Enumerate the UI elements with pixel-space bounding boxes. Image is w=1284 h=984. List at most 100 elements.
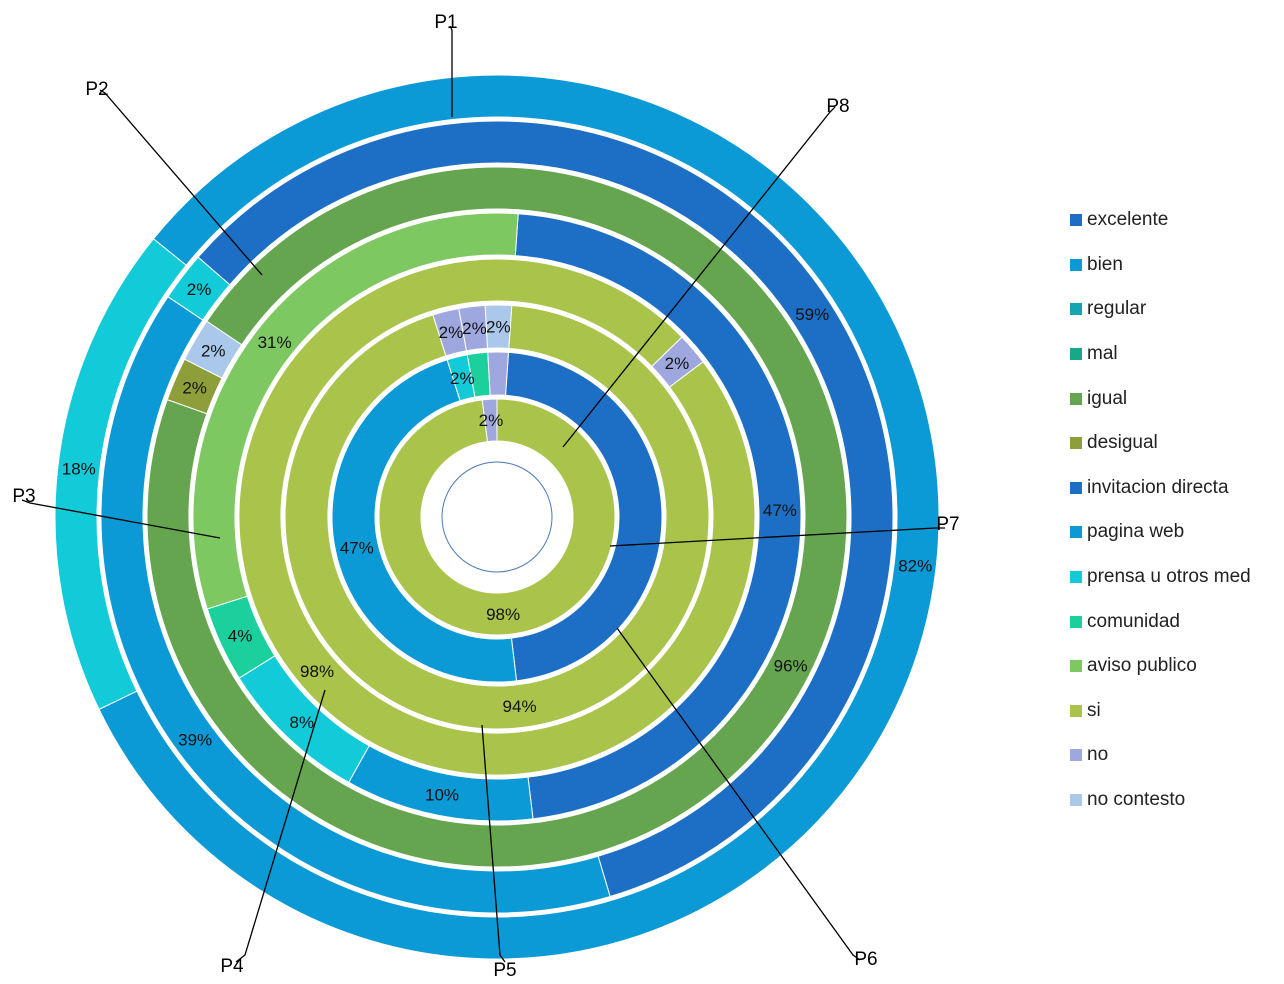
segment-label: 47% bbox=[763, 501, 797, 520]
legend-swatch bbox=[1070, 303, 1082, 316]
segment-p8-si bbox=[378, 398, 616, 636]
ring-p1 bbox=[54, 74, 940, 960]
legend-label: comunidad bbox=[1087, 610, 1180, 632]
segment-p2-prensa bbox=[167, 256, 231, 321]
callout-line-p2 bbox=[99, 89, 263, 276]
chart-legend: excelente bien regular mal igual desigual invi… bbox=[1070, 198, 1284, 822]
legend-item-prensa: prensa u otros med bbox=[1070, 555, 1284, 600]
legend-item-pagina-web: pagina web bbox=[1070, 510, 1284, 555]
segment-label: 4% bbox=[228, 627, 253, 646]
callout-line-p4 bbox=[235, 689, 326, 963]
legend-label: aviso publico bbox=[1087, 655, 1197, 677]
segment-p1-bien bbox=[98, 74, 940, 960]
legend-label: no contesto bbox=[1087, 789, 1186, 811]
segment-p7-no bbox=[487, 351, 510, 396]
callout-line-p8 bbox=[562, 106, 836, 448]
legend-label: mal bbox=[1087, 343, 1118, 365]
ring-p6 bbox=[284, 304, 710, 730]
rings bbox=[54, 74, 940, 960]
segment-label: 94% bbox=[503, 697, 537, 716]
legend-label: si bbox=[1087, 699, 1101, 721]
segment-label: 59% bbox=[795, 305, 829, 324]
ring-p7 bbox=[331, 351, 663, 683]
legend-item-igual: igual bbox=[1070, 376, 1284, 421]
legend-item-desigual: desigual bbox=[1070, 421, 1284, 466]
legend-item-aviso-publico: aviso publico bbox=[1070, 644, 1284, 689]
legend-swatch bbox=[1070, 348, 1082, 361]
segment-label: 98% bbox=[486, 605, 520, 624]
segment-label: 2% bbox=[182, 378, 207, 397]
legend-item-no-contesto: no contesto bbox=[1070, 778, 1284, 823]
segment-p1-prensa bbox=[54, 238, 187, 711]
segment-label: 2% bbox=[439, 323, 464, 342]
segment-label: 47% bbox=[340, 538, 374, 557]
legend-label: no bbox=[1087, 744, 1109, 766]
legend-swatch bbox=[1070, 258, 1082, 271]
callout-line-p3 bbox=[21, 499, 221, 539]
legend-label: regular bbox=[1087, 298, 1147, 320]
legend-item-comunidad: comunidad bbox=[1070, 599, 1284, 644]
series-label-p8: P8 bbox=[826, 96, 849, 117]
segment-label: 8% bbox=[290, 713, 315, 732]
segment-p4-invitacion-directa bbox=[514, 213, 802, 820]
legend-item-invitacion-directa: invitacion directa bbox=[1070, 466, 1284, 511]
segment-p7-pagina-web bbox=[331, 359, 518, 683]
legend-swatch bbox=[1070, 481, 1082, 494]
segment-label: 2% bbox=[462, 319, 487, 338]
segment-label: 31% bbox=[258, 333, 292, 352]
legend-swatch bbox=[1070, 526, 1082, 539]
doughnut-chart: 82%18%59%39%2%96%2%2%47%10%8%4%31%98%2%9… bbox=[12, 12, 959, 981]
legend-swatch bbox=[1070, 660, 1082, 673]
legend-swatch bbox=[1070, 615, 1082, 628]
legend-label: igual bbox=[1087, 387, 1128, 409]
segment-label: 10% bbox=[425, 786, 459, 805]
series-label-p4: P4 bbox=[220, 956, 244, 977]
legend-swatch bbox=[1070, 749, 1082, 762]
legend-item-bien: bien bbox=[1070, 243, 1284, 288]
legend-swatch bbox=[1070, 794, 1082, 807]
segment-label: 39% bbox=[178, 731, 212, 750]
legend-label: excelente bbox=[1087, 209, 1169, 231]
callout-line-p7 bbox=[609, 527, 945, 547]
legend-item-mal: mal bbox=[1070, 332, 1284, 377]
segment-label: 2% bbox=[187, 280, 212, 299]
legend-swatch bbox=[1070, 214, 1082, 227]
legend-item-excelente: excelente bbox=[1070, 198, 1284, 243]
segment-p6-no-contesto bbox=[484, 304, 513, 349]
center-hole bbox=[441, 461, 553, 573]
segment-p4-aviso-publico bbox=[192, 212, 519, 610]
series-label-p5: P5 bbox=[493, 960, 516, 981]
ring-p2 bbox=[100, 120, 894, 914]
ring-p4 bbox=[192, 212, 802, 822]
segment-p6-si bbox=[284, 304, 710, 730]
series-label-p3: P3 bbox=[12, 486, 35, 507]
legend-swatch bbox=[1070, 704, 1082, 717]
legend-label: invitacion directa bbox=[1087, 476, 1229, 498]
legend-swatch bbox=[1070, 437, 1082, 450]
segment-p3-igual bbox=[146, 166, 848, 868]
callout-line-p6 bbox=[616, 627, 861, 961]
legend-label: bien bbox=[1087, 253, 1123, 275]
segment-p5-si bbox=[238, 258, 756, 776]
callout-line-p1 bbox=[449, 25, 453, 117]
segment-label: 2% bbox=[201, 342, 226, 361]
ring-p5 bbox=[238, 258, 756, 776]
segment-label: 82% bbox=[898, 556, 932, 575]
legend-item-regular: regular bbox=[1070, 287, 1284, 332]
legend-item-no: no bbox=[1070, 733, 1284, 778]
series-label-p2: P2 bbox=[85, 79, 108, 100]
segment-label: 2% bbox=[665, 354, 690, 373]
legend-swatch bbox=[1070, 392, 1082, 405]
segment-p8-no bbox=[481, 398, 498, 443]
segment-label: 98% bbox=[300, 662, 334, 681]
segment-p5-no bbox=[651, 336, 704, 388]
segment-p3-no-contesto bbox=[183, 320, 243, 379]
segment-label: 2% bbox=[450, 369, 475, 388]
segment-labels: 82%18%59%39%2%96%2%2%47%10%8%4%31%98%2%9… bbox=[62, 280, 932, 804]
legend-swatch bbox=[1070, 571, 1082, 584]
series-label-p7: P7 bbox=[936, 514, 959, 535]
callout-line-p5 bbox=[481, 724, 506, 963]
segment-label: 18% bbox=[62, 460, 96, 479]
legend-label: prensa u otros med bbox=[1087, 566, 1251, 588]
legend-label: desigual bbox=[1087, 432, 1158, 454]
